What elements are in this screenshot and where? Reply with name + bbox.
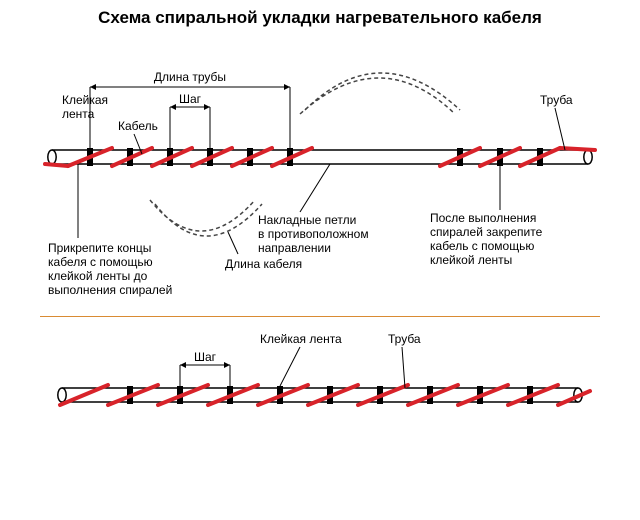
diagram-top: Длина трубы Шаг Клейкаялента Кабель Труба При… — [0, 32, 640, 310]
svg-text:спиралей закрепите: спиралей закрепите — [430, 225, 543, 239]
svg-text:клейкой ленты до: клейкой ленты до — [48, 269, 148, 283]
svg-text:выполнения спиралей: выполнения спиралей — [48, 283, 172, 297]
svg-text:Труба: Труба — [388, 332, 421, 346]
svg-text:направлении: направлении — [258, 241, 331, 255]
svg-text:клейкой ленты: клейкой ленты — [430, 253, 512, 267]
svg-text:кабель с помощью: кабель с помощью — [430, 239, 534, 253]
svg-text:Шаг: Шаг — [179, 92, 202, 106]
svg-text:Накладные петли: Накладные петли — [258, 213, 356, 227]
svg-text:Клейкая: Клейкая — [62, 93, 108, 107]
svg-text:Длина кабеля: Длина кабеля — [225, 257, 302, 271]
svg-text:Длина трубы: Длина трубы — [154, 70, 226, 84]
svg-text:в противоположном: в противоположном — [258, 227, 369, 241]
diagram-title: Схема спиральной укладки нагревательного… — [0, 8, 640, 28]
diagram-bottom: Шаг Клейкая лента Труба — [0, 323, 640, 473]
svg-text:Клейкая лента: Клейкая лента — [260, 332, 342, 346]
svg-text:кабеля с помощью: кабеля с помощью — [48, 255, 153, 269]
svg-text:После выполнения: После выполнения — [430, 211, 536, 225]
divider — [40, 316, 600, 317]
svg-text:Труба: Труба — [540, 93, 573, 107]
svg-text:Кабель: Кабель — [118, 119, 158, 133]
svg-text:Прикрепите концы: Прикрепите концы — [48, 241, 151, 255]
svg-text:лента: лента — [62, 107, 95, 121]
svg-text:Шаг: Шаг — [194, 350, 217, 364]
